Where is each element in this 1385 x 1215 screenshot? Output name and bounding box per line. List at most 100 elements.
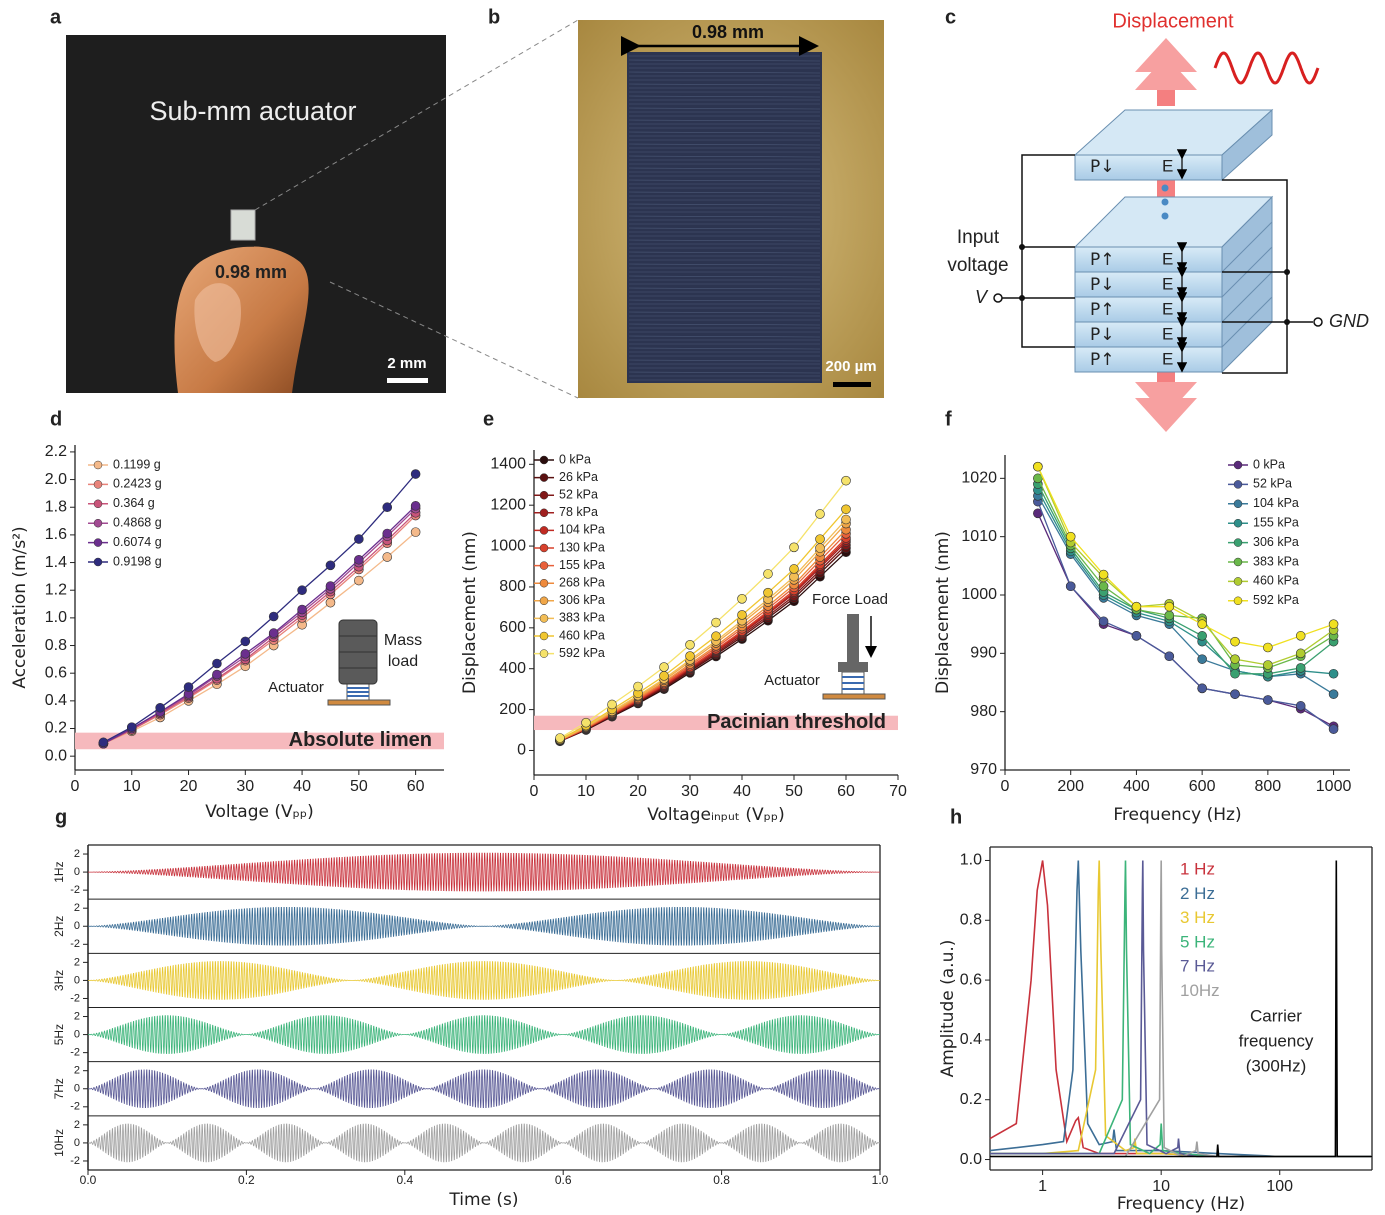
polarization-label: P↑ bbox=[1090, 350, 1115, 370]
legend-label: 78 kPa bbox=[559, 505, 598, 519]
base bbox=[327, 699, 391, 706]
data-point bbox=[1065, 581, 1076, 592]
x-tick-label: 1 bbox=[1038, 1178, 1047, 1195]
field-label: E bbox=[1162, 324, 1173, 343]
row-label: 7Hz bbox=[52, 1078, 66, 1099]
y-tick-label: 970 bbox=[970, 761, 997, 778]
legend-label: 306 kPa bbox=[1253, 535, 1299, 549]
texture-line bbox=[628, 215, 821, 218]
data-point bbox=[1131, 601, 1142, 612]
junction bbox=[1284, 269, 1290, 275]
y-tick-label: 0.2 bbox=[960, 1091, 982, 1108]
gnd-label: GND bbox=[1329, 311, 1369, 331]
texture-line bbox=[628, 299, 821, 302]
scale-label: 2 mm bbox=[387, 355, 426, 372]
y-tick-label: 0.2 bbox=[45, 720, 67, 737]
texture-line bbox=[628, 323, 821, 326]
legend-label: 0.364 g bbox=[113, 496, 155, 510]
x-tick-label: 0.0 bbox=[80, 1173, 97, 1187]
polarization-label: P↑ bbox=[1090, 300, 1115, 320]
y-tick-label: 800 bbox=[499, 578, 526, 595]
y-tick-label: 1020 bbox=[961, 470, 997, 487]
legend-label: 0 kPa bbox=[559, 452, 591, 466]
x-tick-label: 50 bbox=[785, 783, 803, 800]
legend-label: 5 Hz bbox=[1180, 932, 1215, 951]
data-point bbox=[1197, 631, 1207, 641]
inset-label: Actuator bbox=[268, 679, 324, 696]
data-point bbox=[815, 509, 825, 519]
data-point bbox=[1230, 636, 1240, 647]
y-tick-label: 0.0 bbox=[960, 1151, 982, 1168]
series-line bbox=[990, 860, 1372, 1158]
legend-label: 460 kPa bbox=[1253, 574, 1299, 588]
legend-marker bbox=[93, 518, 103, 528]
legend-marker bbox=[539, 490, 549, 500]
data-point bbox=[1197, 683, 1207, 694]
x-axis-title: Time (s) bbox=[448, 1190, 518, 1210]
zoom-line bbox=[329, 281, 579, 399]
data-point bbox=[789, 542, 799, 553]
y-axis-title: Acceleration (m/s²) bbox=[10, 526, 30, 688]
legend-marker bbox=[539, 543, 549, 553]
x-tick-label: 0.6 bbox=[555, 1173, 572, 1187]
y-tick-label: 0 bbox=[74, 1028, 80, 1040]
data-point bbox=[240, 636, 251, 647]
data-point bbox=[789, 564, 799, 574]
legend-marker bbox=[1233, 518, 1243, 528]
field-label: E bbox=[1162, 156, 1173, 175]
data-point bbox=[382, 528, 393, 539]
texture-line bbox=[628, 167, 821, 170]
junction bbox=[1019, 295, 1025, 301]
inset-label: Mass bbox=[384, 632, 422, 649]
y-axis-title: Amplitude (a.u.) bbox=[938, 940, 958, 1078]
data-point bbox=[1098, 581, 1109, 592]
data-point bbox=[1098, 569, 1109, 580]
data-point bbox=[841, 475, 851, 486]
legend-label: 383 kPa bbox=[1253, 554, 1299, 568]
data-point bbox=[1164, 651, 1175, 662]
data-point bbox=[183, 682, 194, 692]
legend-marker bbox=[93, 557, 103, 567]
data-point bbox=[354, 575, 364, 586]
y-axis-title: Displacement (nm) bbox=[460, 531, 480, 694]
legend-label: 592 kPa bbox=[559, 646, 605, 660]
data-point bbox=[633, 681, 643, 692]
data-point bbox=[268, 628, 279, 638]
y-tick-label: 0 bbox=[74, 1137, 80, 1149]
row-label: 5Hz bbox=[52, 1024, 66, 1045]
data-point bbox=[607, 699, 617, 710]
terminal bbox=[1313, 317, 1323, 327]
dot bbox=[1161, 184, 1169, 192]
y-tick-label: -2 bbox=[70, 992, 80, 1004]
layer-labels: P↓ E P↑ E P↓ E P↑ E P↓ E P↑ E bbox=[1090, 149, 1188, 373]
texture-line bbox=[628, 227, 821, 230]
data-point bbox=[1295, 631, 1306, 641]
series-line bbox=[103, 473, 417, 743]
annotation: frequency bbox=[1239, 1031, 1314, 1050]
texture-line bbox=[628, 143, 821, 146]
legend-marker bbox=[93, 460, 103, 470]
y-tick-label: 0 bbox=[517, 742, 526, 759]
y-tick-label: -2 bbox=[70, 1047, 80, 1059]
data-point bbox=[1033, 461, 1043, 472]
y-tick-label: 0 bbox=[74, 866, 80, 878]
x-axis-title: Frequency (Hz) bbox=[1113, 805, 1241, 825]
panel-label: b bbox=[488, 6, 500, 28]
series-line bbox=[559, 508, 847, 740]
texture-line bbox=[628, 179, 821, 182]
data-point bbox=[268, 611, 279, 622]
series-line bbox=[989, 860, 1372, 1158]
threshold-label: Pacinian threshold bbox=[707, 711, 886, 733]
inset-label: Actuator bbox=[764, 672, 820, 689]
data-point bbox=[212, 658, 222, 669]
legend-marker bbox=[539, 508, 549, 518]
junction bbox=[1284, 319, 1290, 325]
series-line bbox=[559, 519, 847, 741]
slab-front bbox=[1074, 154, 1223, 181]
data-point bbox=[1328, 724, 1339, 734]
wires bbox=[1002, 154, 1313, 374]
actuator-surface bbox=[627, 52, 822, 383]
vibration-wave bbox=[1213, 51, 1320, 85]
texture-line bbox=[628, 275, 821, 278]
